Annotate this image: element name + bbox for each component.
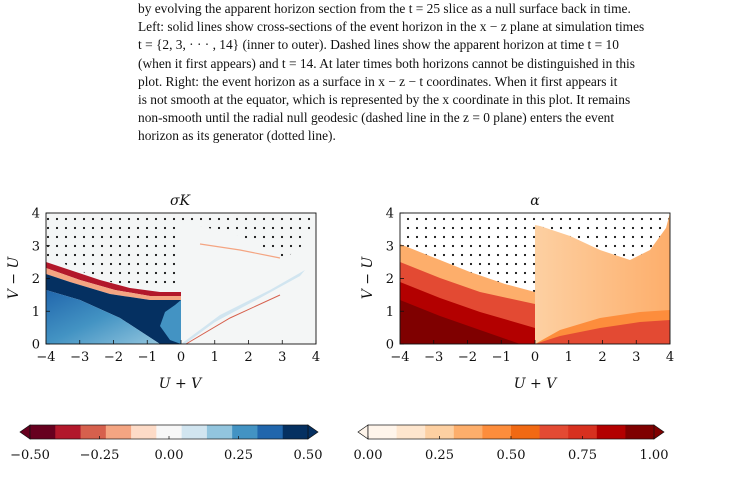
right-colorbar-segment xyxy=(625,425,655,439)
right-x-tick-label: 2 xyxy=(598,350,606,365)
left-y-tick-label: 0 xyxy=(32,338,40,353)
right-y-ticks: 0 1 2 3 4 xyxy=(386,207,404,353)
left-colorbar-tick-label: −0.25 xyxy=(80,448,120,463)
left-colorbar-segment xyxy=(232,425,258,439)
left-colorbar-min-extension xyxy=(19,424,31,440)
right-x-tick-label: −1 xyxy=(492,350,511,365)
left-x-tick-label: −1 xyxy=(138,350,157,365)
right-x-tick-label: −2 xyxy=(458,350,477,365)
left-colorbar-max-extension xyxy=(307,424,319,440)
left-y-tick-label: 3 xyxy=(32,239,40,254)
right-y-axis-label: V − U xyxy=(360,256,376,300)
right-x-tick-label: 0 xyxy=(531,350,539,365)
left-x-tick-label: 2 xyxy=(244,350,252,365)
right-colorbar-segment xyxy=(368,425,398,439)
left-y-ticks: 0 1 2 3 4 xyxy=(32,207,50,353)
caption-line: (when it first appears) and t = 14. At l… xyxy=(138,55,635,71)
right-x-tick-label: −4 xyxy=(390,350,409,365)
left-x-ticks: −4 −3 −2 −1 0 1 2 3 4 xyxy=(36,340,320,365)
right-colorbar-segment xyxy=(568,425,598,439)
caption-line: plot. Right: the event horizon as a surf… xyxy=(138,73,618,89)
left-colorbar-segment xyxy=(156,425,183,439)
right-y-tick-label: 1 xyxy=(386,305,394,320)
left-colorbar-tick-label: 0.50 xyxy=(294,448,323,463)
left-colorbar-tick-label: 0.00 xyxy=(155,448,184,463)
right-x-axis-label: U + V xyxy=(514,376,558,392)
left-y-tick-label: 2 xyxy=(32,272,40,287)
right-plot: α 0 1 2 3 4 −4 −3 −2 −1 0 1 2 3 4 U + V V − U xyxy=(360,193,674,392)
left-y-tick-label: 1 xyxy=(32,305,40,320)
left-colorbar-segment xyxy=(206,425,233,439)
right-x-ticks: −4 −3 −2 −1 0 1 2 3 4 xyxy=(390,340,674,365)
right-heatmap-fill xyxy=(400,213,670,344)
left-x-tick-label: −2 xyxy=(104,350,123,365)
left-x-tick-label: −3 xyxy=(70,350,89,365)
left-colorbar-tick-label: 0.25 xyxy=(224,448,253,463)
right-colorbar-segment xyxy=(482,425,512,439)
left-colorbar-ticks: −0.50 −0.25 0.00 0.25 0.50 xyxy=(10,436,322,463)
right-colorbar-segment xyxy=(425,425,455,439)
right-colorbar-segment xyxy=(511,425,541,439)
right-colorbar-min-extension xyxy=(357,424,369,440)
left-x-tick-label: −4 xyxy=(36,350,55,365)
right-y-tick-label: 3 xyxy=(386,239,394,254)
left-colorbar-segment xyxy=(55,425,82,439)
caption-line: horizon as its generator (dotted line). xyxy=(138,128,336,144)
right-y-tick-label: 0 xyxy=(386,338,394,353)
right-colorbar-tick-label: 1.00 xyxy=(640,448,669,463)
left-colorbar-segment xyxy=(30,425,56,439)
right-x-tick-label: 3 xyxy=(632,350,640,365)
right-colorbar-max-extension xyxy=(653,424,665,440)
caption-line: is not smooth at the equator, which is r… xyxy=(138,92,631,108)
right-plot-title: α xyxy=(530,193,540,209)
left-colorbar xyxy=(19,424,319,440)
left-heatmap-fill xyxy=(46,213,316,345)
left-plot-title: σK xyxy=(170,193,192,209)
right-colorbar-segment xyxy=(596,425,626,439)
left-x-tick-label: 0 xyxy=(177,350,185,365)
right-y-tick-label: 4 xyxy=(386,207,394,222)
left-y-tick-label: 4 xyxy=(32,207,40,222)
right-colorbar-tick-label: 0.00 xyxy=(354,448,383,463)
right-x-tick-label: −3 xyxy=(424,350,443,365)
caption-line: t = {2, 3, · · · , 14} (inner to outer).… xyxy=(138,37,619,53)
left-plot: σK 0 1 2 3 4 −4 −3 −2 −1 0 1 2 3 4 U + V V − U xyxy=(6,193,320,392)
right-colorbar-segment xyxy=(396,425,426,439)
right-x-tick-label: 1 xyxy=(565,350,573,365)
left-colorbar-segment xyxy=(131,425,157,439)
caption-line: by evolving the apparent horizon section… xyxy=(138,1,631,16)
right-colorbar-segment xyxy=(539,425,569,439)
left-colorbar-segment xyxy=(282,425,309,439)
left-x-tick-label: 3 xyxy=(278,350,286,365)
figure-caption: by evolving the apparent horizon section… xyxy=(138,0,736,146)
right-x-tick-label: 4 xyxy=(666,350,674,365)
left-colorbar-tick-label: −0.50 xyxy=(10,448,50,463)
right-colorbar-segment xyxy=(453,425,483,439)
left-colorbar-segment xyxy=(80,425,107,439)
left-x-tick-label: 1 xyxy=(211,350,219,365)
right-colorbar-ticks: 0.00 0.25 0.50 0.75 1.00 xyxy=(354,436,669,463)
left-colorbar-segment xyxy=(181,425,208,439)
right-y-tick-label: 2 xyxy=(386,272,394,287)
left-x-tick-label: 4 xyxy=(312,350,320,365)
right-colorbar-tick-label: 0.75 xyxy=(568,448,597,463)
right-colorbar xyxy=(357,424,665,440)
right-colorbar-tick-label: 0.25 xyxy=(425,448,454,463)
caption-line: Left: solid lines show cross-sections of… xyxy=(138,19,645,35)
left-colorbar-segment xyxy=(257,425,284,439)
caption-line: non-smooth until the radial null geodesi… xyxy=(138,110,615,126)
left-y-axis-label: V − U xyxy=(6,256,22,300)
right-colorbar-tick-label: 0.50 xyxy=(497,448,526,463)
left-colorbar-segment xyxy=(105,425,132,439)
left-x-axis-label: U + V xyxy=(159,376,203,392)
